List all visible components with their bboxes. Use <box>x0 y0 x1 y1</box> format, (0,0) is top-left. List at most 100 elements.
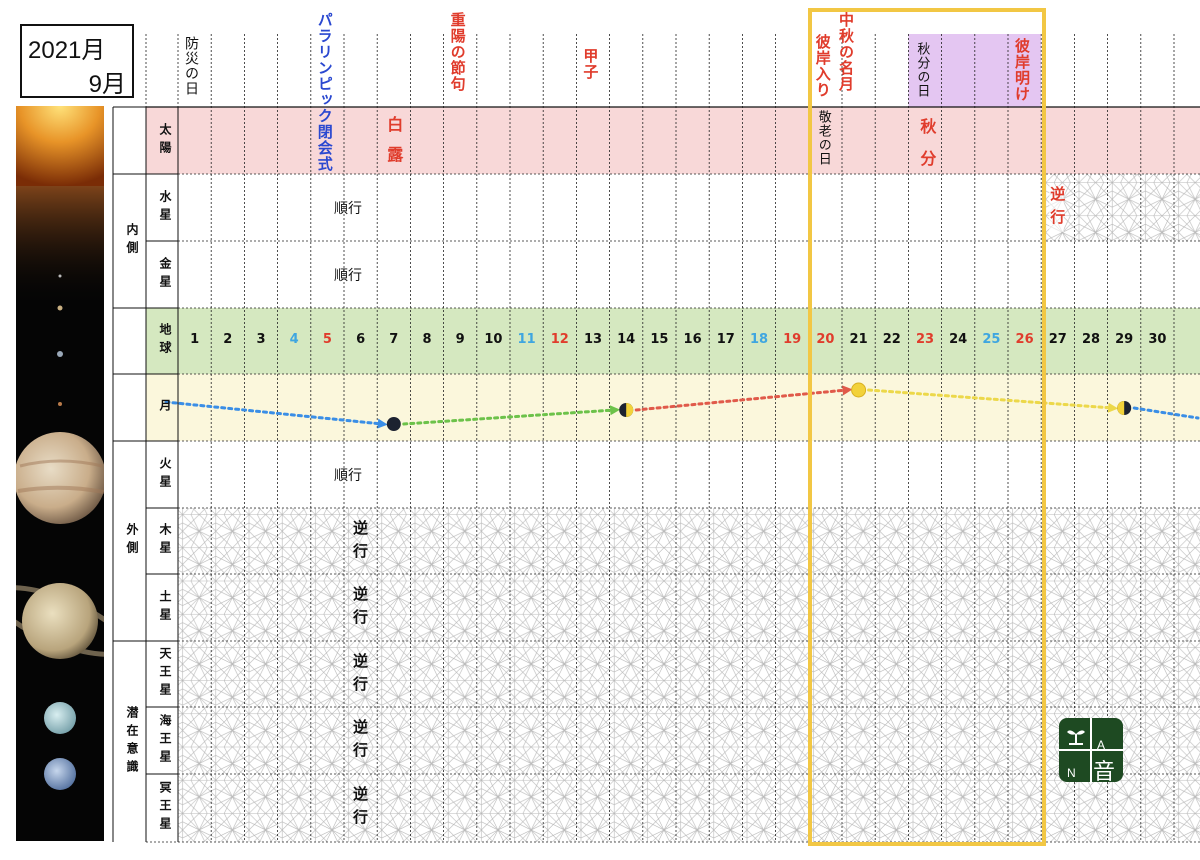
sprout-icon <box>1065 724 1087 746</box>
moon-arrow-head <box>609 405 621 416</box>
sun-label: 秋分 <box>917 118 937 182</box>
day-number: 30 <box>1148 332 1167 347</box>
month-label: 9月 <box>88 71 126 98</box>
day-number: 23 <box>915 332 935 347</box>
sun-band <box>146 107 1200 174</box>
day-number: 9 <box>455 332 465 347</box>
logo: A N 音 <box>1059 718 1123 782</box>
day-number: 28 <box>1081 332 1101 347</box>
uranus-motion-label: 逆行 <box>351 653 369 699</box>
day-number: 1 <box>190 332 200 347</box>
moon-arrow <box>1132 406 1200 420</box>
moon-arrow <box>402 408 616 426</box>
pluto-row-label: 冥王星 <box>158 781 172 835</box>
saturn-motion-label: 逆行 <box>351 586 369 632</box>
mercury-dot <box>58 274 62 278</box>
equinox-week-frame <box>808 8 1046 846</box>
venus-motion-label: 順行 <box>334 267 362 284</box>
day-number: 17 <box>716 332 735 347</box>
first-quarter-icon <box>619 403 634 417</box>
day-number: 7 <box>389 332 399 347</box>
day-number: 2 <box>223 332 233 347</box>
day-number: 18 <box>749 332 769 347</box>
latent-group-label: 潜在意識 <box>125 705 139 778</box>
day-number: 15 <box>650 332 669 347</box>
day-number: 24 <box>949 332 968 347</box>
mercury-motion-label: 逆行 <box>1048 186 1067 232</box>
year-label: 2021月 <box>28 37 106 64</box>
event-label: 秋分の日 <box>914 42 930 98</box>
mercury-motion-label: 順行 <box>334 200 362 217</box>
logo-letter-n: N <box>1067 766 1076 780</box>
mars-motion-label: 順行 <box>334 467 362 484</box>
jupiter-globe <box>16 432 104 524</box>
saturn-retrograde-pattern <box>178 574 1200 641</box>
day-number: 25 <box>982 332 1001 347</box>
event-label: 彼岸明け <box>1013 38 1031 102</box>
day-number: 6 <box>356 332 366 347</box>
moon-arrow-head <box>377 418 388 429</box>
saturn-globe <box>22 583 98 659</box>
neptune-row-label: 海王星 <box>158 713 172 768</box>
sun-glow <box>16 186 104 306</box>
day-number: 8 <box>422 332 432 347</box>
inner-group-label: 内側 <box>125 223 139 259</box>
moon-row-label: 月 <box>158 398 172 417</box>
day-number: 21 <box>849 332 868 347</box>
year-month-box: 2021月 9月 <box>20 24 134 98</box>
sun-surface <box>16 106 104 186</box>
day-number: 5 <box>322 332 332 347</box>
event-label: パラリンピック閉会式 <box>315 12 334 172</box>
last-quarter-icon <box>1117 401 1132 415</box>
pluto-retrograde-pattern <box>178 774 1200 842</box>
moon-arrow-head <box>1107 402 1119 413</box>
day-number: 11 <box>517 332 536 347</box>
moon-arrow <box>867 388 1114 410</box>
moon-arrow <box>164 400 384 426</box>
day-number: 19 <box>783 332 802 347</box>
planet-strip-image <box>16 106 104 841</box>
new-moon-icon <box>386 417 401 431</box>
logo-kanji: 音 <box>1093 760 1116 782</box>
earth-band <box>146 308 1200 374</box>
outer-group-label: 外側 <box>125 523 139 559</box>
day-number: 27 <box>1048 332 1067 347</box>
mercury-retrograde-pattern <box>1041 174 1200 241</box>
event-label: 彼岸入り <box>813 34 832 98</box>
neptune-globe <box>44 758 76 790</box>
saturn-row-label: 土星 <box>158 589 172 626</box>
planet-strip-svg <box>16 106 104 790</box>
mars-row-label: 火星 <box>158 456 172 493</box>
sun-row-label: 太陽 <box>158 122 172 159</box>
moon-arrow-head <box>842 385 853 396</box>
sun-label: 敬老の日 <box>815 110 831 166</box>
day-number: 26 <box>1015 332 1034 347</box>
event-label: 防災の日 <box>183 36 199 96</box>
mars-dot <box>58 402 62 406</box>
day-number: 16 <box>683 332 702 347</box>
earth-row-label: 地球 <box>158 323 172 359</box>
sun-label: 白露 <box>384 116 404 176</box>
jupiter-row-label: 木星 <box>158 523 172 559</box>
day-number: 20 <box>816 332 835 347</box>
venus-row-label: 金星 <box>158 256 172 293</box>
day-number: 14 <box>617 332 636 347</box>
day-number: 29 <box>1115 332 1134 347</box>
day-number: 13 <box>583 332 603 347</box>
uranus-retrograde-pattern <box>178 641 1200 707</box>
uranus-row-label: 天王星 <box>158 647 172 701</box>
event-label: 重陽の節句 <box>448 12 467 92</box>
day-number: 12 <box>550 332 569 347</box>
neptune-retrograde-pattern <box>178 707 1200 774</box>
day-number: 10 <box>484 332 503 347</box>
logo-letter-a: A <box>1097 738 1106 752</box>
uranus-globe <box>44 702 76 734</box>
earth-dot <box>57 351 63 357</box>
mercury-row-label: 水星 <box>158 189 172 226</box>
event-label: 甲子 <box>581 48 600 80</box>
event-label: 中秋の名月 <box>837 12 855 92</box>
pluto-motion-label: 逆行 <box>351 786 369 832</box>
jupiter-retrograde-pattern <box>178 508 1200 574</box>
neptune-motion-label: 逆行 <box>351 719 369 765</box>
